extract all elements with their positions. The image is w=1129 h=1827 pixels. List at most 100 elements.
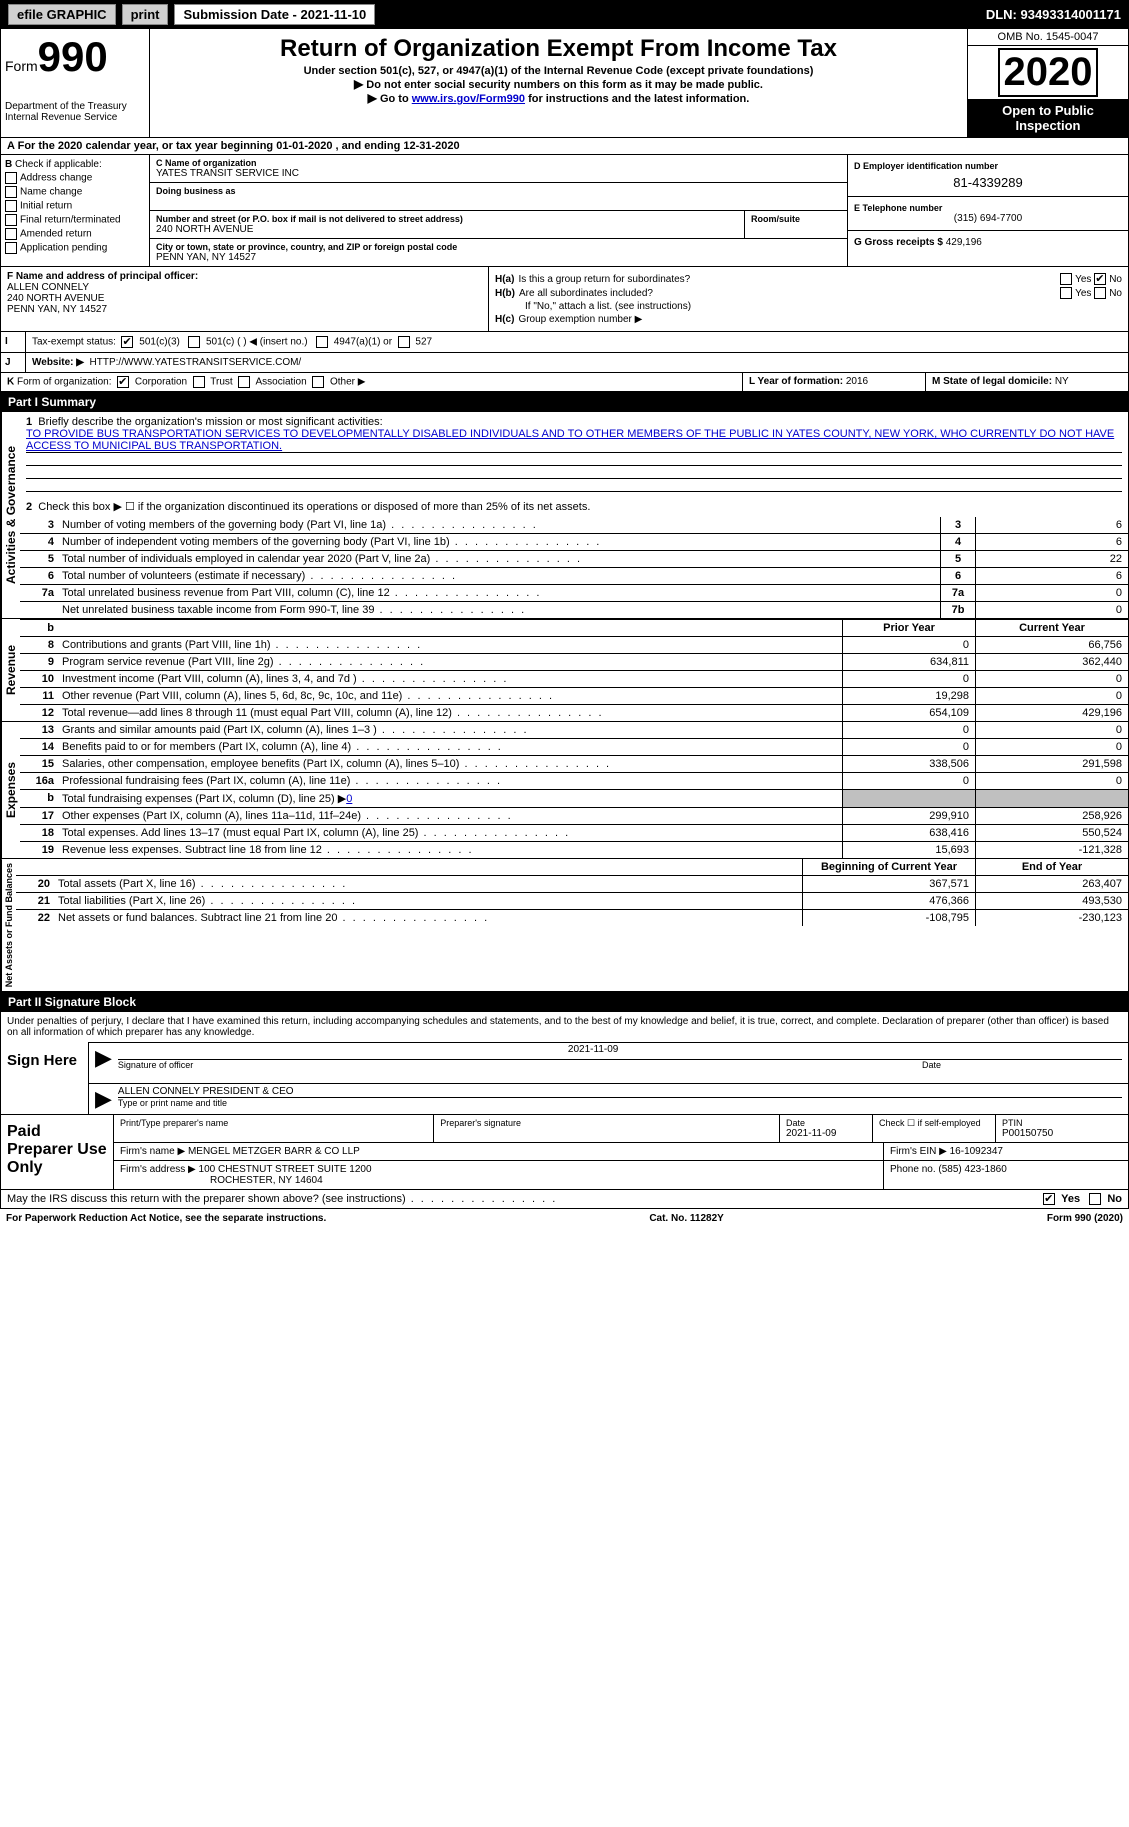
room-label: Room/suite: [751, 214, 841, 224]
summary-line: 13Grants and similar amounts paid (Part …: [20, 722, 1128, 739]
entity-block: B Check if applicable: Address change Na…: [0, 155, 1129, 267]
irs: Internal Revenue Service: [5, 112, 145, 123]
other-checkbox[interactable]: [312, 376, 324, 388]
501c3-checkbox[interactable]: [121, 336, 133, 348]
net-assets-section: Net Assets or Fund Balances Beginning of…: [0, 859, 1129, 992]
discuss-row: May the IRS discuss this return with the…: [0, 1190, 1129, 1209]
firm-phone-label: Phone no.: [890, 1164, 936, 1175]
dln: DLN: 93493314001171: [986, 7, 1121, 22]
hb-label: H(b): [495, 288, 515, 299]
box-g-label: G Gross receipts $: [854, 237, 943, 248]
form-number: 990: [38, 33, 108, 80]
officer-addr2: PENN YAN, NY 14527: [7, 304, 482, 315]
box-m-label: M State of legal domicile:: [932, 376, 1052, 387]
year-formation: 2016: [846, 376, 868, 387]
hb-note: If "No," attach a list. (see instruction…: [525, 301, 1122, 312]
goto-pre: Go to: [380, 93, 412, 105]
summary-line: 19Revenue less expenses. Subtract line 1…: [20, 842, 1128, 858]
discuss-no-checkbox[interactable]: [1089, 1193, 1101, 1205]
summary-line: bTotal fundraising expenses (Part IX, co…: [20, 790, 1128, 808]
prep-sig-label: Preparer's signature: [440, 1118, 773, 1128]
expenses-section: Expenses 13Grants and similar amounts pa…: [0, 722, 1129, 859]
submission-date: Submission Date - 2021-11-10: [174, 4, 375, 25]
officer-name: ALLEN CONNELY: [7, 282, 482, 293]
box-j-label: Website: ▶: [32, 357, 84, 368]
open-public: Open to Public Inspection: [968, 99, 1128, 137]
sig-date-value: 2021-11-09: [568, 1044, 668, 1055]
prior-year-header: Prior Year: [842, 620, 975, 636]
4947-checkbox[interactable]: [316, 336, 328, 348]
city-label: City or town, state or province, country…: [156, 242, 841, 252]
domicile-state: NY: [1055, 376, 1069, 387]
form-ref: Form 990 (2020): [1047, 1213, 1123, 1224]
ptin-label: PTIN: [1002, 1118, 1122, 1128]
current-year-header: Current Year: [975, 620, 1128, 636]
vert-governance: Activities & Governance: [1, 412, 20, 618]
ha-label: H(a): [495, 274, 514, 285]
firm-name: MENGEL METZGER BARR & CO LLP: [188, 1146, 360, 1157]
ha-question: Is this a group return for subordinates?: [518, 274, 1060, 285]
vert-net: Net Assets or Fund Balances: [1, 859, 16, 991]
line-b-label: b: [20, 620, 58, 636]
summary-line: 4Number of independent voting members of…: [20, 534, 1128, 551]
discuss-yes-checkbox[interactable]: [1043, 1193, 1055, 1205]
assoc-checkbox[interactable]: [238, 376, 250, 388]
summary-line: 16aProfessional fundraising fees (Part I…: [20, 773, 1128, 790]
phone: (315) 694-7700: [854, 213, 1122, 224]
summary-line: 20Total assets (Part X, line 16)367,5712…: [16, 876, 1128, 893]
527-checkbox[interactable]: [398, 336, 410, 348]
print-button[interactable]: print: [122, 4, 169, 25]
corp-checkbox[interactable]: [117, 376, 129, 388]
part1-header: Part I Summary: [0, 392, 1129, 412]
form-header: Form990 Department of the Treasury Inter…: [0, 29, 1129, 138]
hb-no-checkbox[interactable]: [1094, 287, 1106, 299]
sig-officer-label: Signature of officer: [118, 1060, 922, 1070]
prep-date-label: Date: [786, 1118, 866, 1128]
top-bar: efile GRAPHIC print Submission Date - 20…: [0, 0, 1129, 29]
self-employed-check: Check ☐ if self-employed: [873, 1115, 996, 1142]
penalty-text: Under penalties of perjury, I declare th…: [1, 1012, 1128, 1042]
governance-section: Activities & Governance 1 Briefly descri…: [0, 412, 1129, 619]
trust-checkbox[interactable]: [193, 376, 205, 388]
cat-number: Cat. No. 11282Y: [649, 1213, 723, 1224]
summary-line: 12Total revenue—add lines 8 through 11 (…: [20, 705, 1128, 721]
501c-checkbox[interactable]: [188, 336, 200, 348]
paid-preparer-label: Paid Preparer Use Only: [1, 1115, 114, 1189]
line-a: A For the 2020 calendar year, or tax yea…: [0, 138, 1129, 155]
form-subtitle: Under section 501(c), 527, or 4947(a)(1)…: [154, 65, 963, 77]
ptin-value: P00150750: [1002, 1128, 1122, 1139]
summary-line: 21Total liabilities (Part X, line 26)476…: [16, 893, 1128, 910]
hc-text: Group exemption number ▶: [518, 314, 642, 325]
efile-button[interactable]: efile GRAPHIC: [8, 4, 116, 25]
summary-line: 7aTotal unrelated business revenue from …: [20, 585, 1128, 602]
summary-line: 17Other expenses (Part IX, column (A), l…: [20, 808, 1128, 825]
preparer-block: Paid Preparer Use Only Print/Type prepar…: [0, 1115, 1129, 1190]
line2-text: Check this box ▶ ☐ if the organization d…: [38, 501, 590, 513]
hc-label: H(c): [495, 314, 514, 325]
prep-name-label: Print/Type preparer's name: [120, 1118, 427, 1128]
summary-line: Net unrelated business taxable income fr…: [20, 602, 1128, 618]
website-url: HTTP://WWW.YATESTRANSITSERVICE.COM/: [90, 357, 302, 368]
firm-ein: 16-1092347: [950, 1146, 1003, 1157]
hb-question: Are all subordinates included?: [519, 288, 1060, 299]
firm-ein-label: Firm's EIN ▶: [890, 1146, 947, 1157]
revenue-section: Revenue b Prior Year Current Year 8Contr…: [0, 619, 1129, 722]
ha-no-checkbox[interactable]: [1094, 273, 1106, 285]
vert-revenue: Revenue: [1, 619, 20, 721]
box-d-label: D Employer identification number: [854, 161, 1122, 171]
box-k-label: Form of organization:: [17, 377, 112, 388]
mission-label: Briefly describe the organization's miss…: [38, 416, 382, 428]
hb-yes-checkbox[interactable]: [1060, 287, 1072, 299]
tax-year: 2020: [998, 48, 1099, 97]
officer-addr1: 240 NORTH AVENUE: [7, 293, 482, 304]
ssn-note: Do not enter social security numbers on …: [366, 79, 763, 91]
summary-line: 22Net assets or fund balances. Subtract …: [16, 910, 1128, 926]
firm-name-label: Firm's name ▶: [120, 1146, 185, 1157]
box-f-label: F Name and address of principal officer:: [7, 271, 198, 282]
irs-link[interactable]: www.irs.gov/Form990: [412, 93, 525, 105]
summary-line: 11Other revenue (Part VIII, column (A), …: [20, 688, 1128, 705]
box-b: B Check if applicable: Address change Na…: [1, 155, 150, 266]
ha-yes-checkbox[interactable]: [1060, 273, 1072, 285]
type-name-label: Type or print name and title: [118, 1097, 1122, 1108]
firm-phone: (585) 423-1860: [938, 1164, 1006, 1175]
